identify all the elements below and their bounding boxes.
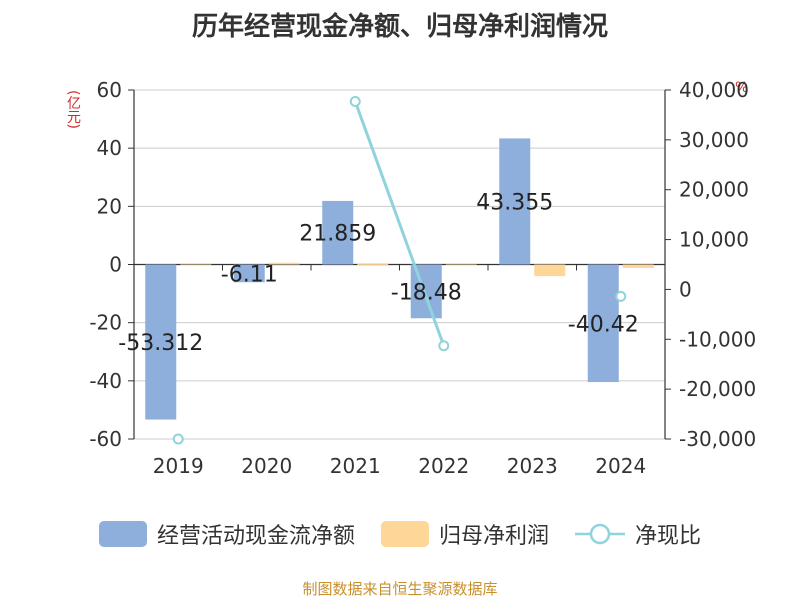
right-tick-label: 30,000 xyxy=(679,128,749,152)
net-profit-bar xyxy=(268,262,300,265)
legend-swatch-net-profit xyxy=(380,521,429,547)
net-profit-bar xyxy=(180,264,212,266)
legend-label-cash-ratio: 净现比 xyxy=(635,524,702,549)
cashflow-bar xyxy=(499,138,531,265)
chart-title: 历年经营现金净额、归母净利润情况 xyxy=(191,12,608,42)
right-tick-label: 20,000 xyxy=(679,178,749,202)
axes: 60 40 20 0 -20 -40 -60 40,000 30,000 20,000 10,000… xyxy=(89,78,756,478)
bar-series xyxy=(145,138,654,420)
left-tick-label: -20 xyxy=(89,311,122,335)
right-tick-label: 40,000 xyxy=(679,78,749,102)
legend: 经营活动现金流净额 归母净利润 净现比 xyxy=(0,518,800,550)
cash-ratio-point xyxy=(615,290,627,302)
left-tick-label: -40 xyxy=(89,369,122,393)
net-profit-bar xyxy=(622,264,654,268)
left-tick-label: 60 xyxy=(97,78,122,102)
cashflow-bar xyxy=(587,264,619,383)
left-tick-label: 40 xyxy=(97,136,122,160)
x-tick-label: 2021 xyxy=(330,454,381,478)
cashflow-data-label: -53.312 xyxy=(118,331,203,356)
net-profit-bar xyxy=(534,264,566,277)
cashflow-bar xyxy=(322,200,354,265)
cashflow-data-label: 43.355 xyxy=(476,190,553,215)
legend-item-net-profit[interactable]: 归母净利润 xyxy=(380,518,549,550)
legend-label-net-profit: 归母净利润 xyxy=(438,524,549,549)
x-tick-label: 2019 xyxy=(153,454,204,478)
cash-ratio-point xyxy=(349,95,361,107)
cash-ratio-segment xyxy=(353,100,446,347)
left-axis-unit: (亿元) xyxy=(65,90,81,129)
right-tick-label: 10,000 xyxy=(679,228,749,252)
data-source-note: 制图数据来自恒生聚源数据库 xyxy=(302,580,498,598)
line-series xyxy=(172,95,627,445)
right-tick-label: -30,000 xyxy=(679,427,756,451)
legend-item-cashflow[interactable]: 经营活动现金流净额 xyxy=(98,518,355,550)
net-profit-bar xyxy=(445,264,477,266)
cashflow-bar xyxy=(410,264,442,319)
right-tick-label: 0 xyxy=(679,277,692,301)
right-axis-unit: % xyxy=(735,80,749,96)
x-tick-label: 2020 xyxy=(241,454,292,478)
cashflow-data-label: -40.42 xyxy=(568,312,639,337)
x-tick-label: 2024 xyxy=(595,454,646,478)
right-tick-label: -10,000 xyxy=(679,327,756,351)
cashflow-data-label: -6.11 xyxy=(221,262,278,287)
left-tick-label: -60 xyxy=(89,427,122,451)
legend-swatch-cash-ratio xyxy=(575,523,625,545)
cashflow-data-label: -18.48 xyxy=(391,280,462,305)
legend-label-cashflow: 经营活动现金流净额 xyxy=(156,524,355,549)
left-tick-label: 20 xyxy=(97,194,122,218)
left-tick-label: 0 xyxy=(109,253,122,277)
cashflow-data-label: 21.859 xyxy=(299,222,376,247)
data-labels: -53.312 -6.11 21.859 -18.48 43.355 -40.42 xyxy=(118,190,638,356)
cash-ratio-point xyxy=(438,340,450,352)
right-tick-label: -20,000 xyxy=(679,377,756,401)
x-tick-label: 2023 xyxy=(507,454,558,478)
legend-item-cash-ratio[interactable]: 净现比 xyxy=(575,518,701,550)
x-tick-label: 2022 xyxy=(418,454,469,478)
cashflow-bar xyxy=(233,264,265,283)
legend-swatch-cashflow xyxy=(98,521,147,547)
cashflow-bar xyxy=(145,264,177,420)
net-profit-bar xyxy=(357,263,389,265)
cash-ratio-point xyxy=(172,433,184,445)
